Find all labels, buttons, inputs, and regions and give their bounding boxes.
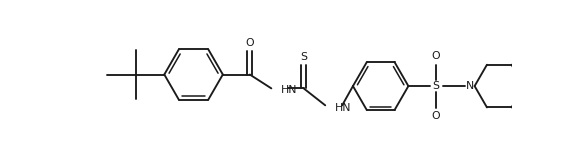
Text: O: O xyxy=(246,38,254,48)
Text: S: S xyxy=(300,52,307,62)
Text: O: O xyxy=(432,51,441,61)
Text: HN: HN xyxy=(282,85,298,95)
Text: HN: HN xyxy=(335,103,352,113)
Text: N: N xyxy=(466,81,474,91)
Text: S: S xyxy=(433,81,439,91)
Text: O: O xyxy=(432,111,441,121)
